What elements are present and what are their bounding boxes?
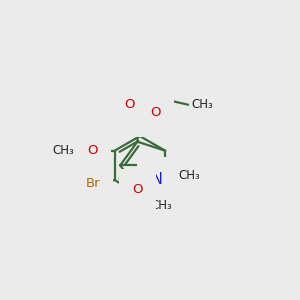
Text: N: N: [152, 172, 163, 187]
Text: H: H: [126, 104, 136, 117]
Text: O: O: [88, 144, 98, 157]
Text: O: O: [151, 106, 161, 119]
Text: CH₃: CH₃: [53, 144, 74, 157]
Text: O: O: [132, 182, 143, 196]
Text: Br: Br: [86, 177, 100, 190]
Text: CH₃: CH₃: [191, 98, 213, 111]
Text: CH₃: CH₃: [178, 169, 200, 182]
Text: O: O: [138, 110, 148, 123]
Text: CH₃: CH₃: [150, 199, 172, 212]
Text: O: O: [124, 98, 135, 111]
